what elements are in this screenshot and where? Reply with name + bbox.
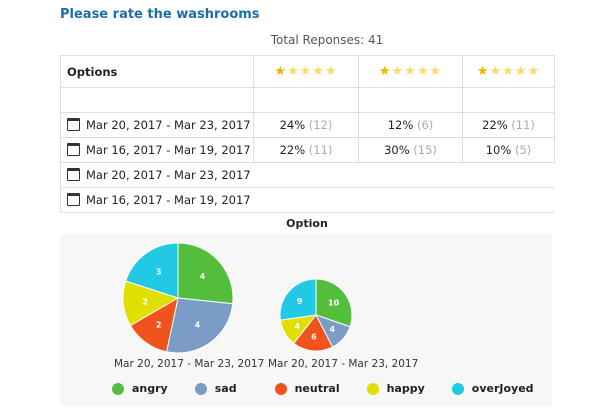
calendar-icon bbox=[67, 168, 80, 181]
pie-data-label: 2 bbox=[156, 321, 162, 330]
table-row: Mar 20, 2017 - Mar 23, 2017 bbox=[60, 162, 555, 188]
pie-caption: Mar 20, 2017 - Mar 23, 2017 bbox=[268, 358, 419, 370]
count: (5) bbox=[514, 143, 532, 157]
count: (15) bbox=[413, 143, 437, 157]
pie-data-label: 4 bbox=[330, 325, 336, 334]
legend-dot bbox=[274, 382, 287, 395]
pie-data-label: 6 bbox=[311, 333, 317, 342]
percent: 12% bbox=[387, 118, 414, 132]
date-range: Mar 20, 2017 - Mar 23, 2017 bbox=[86, 168, 251, 182]
legend-item-sad[interactable]: sad bbox=[194, 382, 237, 395]
legend-label: neutral bbox=[294, 382, 340, 395]
pie-data-label: 4 bbox=[195, 321, 201, 330]
percent: 10% bbox=[485, 143, 512, 157]
percent: 22% bbox=[482, 118, 508, 132]
ratings-table: Options ★★★★★ ★★★★★ ★★★★★ Mar 20, 2017 -… bbox=[60, 55, 555, 213]
legend-label: sad bbox=[214, 382, 237, 395]
date-range: Mar 20, 2017 - Mar 23, 2017 bbox=[86, 118, 251, 132]
legend: angry sad neutral happy overJoyed bbox=[112, 382, 561, 395]
total-responses: Total Reponses: 41 bbox=[270, 33, 384, 47]
legend-item-neutral[interactable]: neutral bbox=[274, 382, 340, 395]
count: (11) bbox=[308, 143, 333, 157]
table-row: Mar 20, 2017 - Mar 23, 2017 24% (12) 12%… bbox=[60, 112, 555, 138]
percent: 22% bbox=[279, 143, 306, 157]
percent: 30% bbox=[384, 143, 410, 157]
star-icon: ★ bbox=[476, 64, 490, 79]
pie-data-label: 4 bbox=[295, 322, 301, 331]
pie-data-label: 10 bbox=[328, 298, 340, 307]
legend-item-overjoyed[interactable]: overJoyed bbox=[451, 382, 534, 395]
calendar-icon bbox=[67, 118, 80, 131]
star-icon: ★ bbox=[274, 64, 288, 79]
pie-data-label: 4 bbox=[200, 272, 206, 281]
legend-dot bbox=[194, 382, 207, 395]
table-row: Mar 16, 2017 - Mar 19, 2017 bbox=[60, 187, 555, 213]
pie-slice-angry[interactable] bbox=[177, 242, 234, 305]
pie-slice-overjoyed[interactable] bbox=[125, 242, 179, 299]
legend-label: angry bbox=[132, 382, 168, 395]
calendar-icon bbox=[67, 143, 80, 156]
date-range: Mar 16, 2017 - Mar 19, 2017 bbox=[86, 193, 251, 207]
legend-item-happy[interactable]: happy bbox=[366, 382, 425, 395]
legend-item-angry[interactable]: angry bbox=[112, 382, 168, 395]
pie-slice-overjoyed[interactable] bbox=[279, 278, 317, 321]
calendar-icon bbox=[67, 193, 80, 206]
legend-dot bbox=[366, 382, 379, 395]
pie-data-label: 2 bbox=[142, 297, 148, 306]
pie-slice-angry[interactable] bbox=[315, 278, 353, 328]
star-icon: ★ bbox=[378, 64, 392, 79]
pie-data-label: 3 bbox=[156, 267, 162, 276]
legend-dot bbox=[112, 382, 124, 395]
percent: 24% bbox=[279, 118, 306, 132]
legend-dot bbox=[451, 382, 464, 395]
pie-slice-neutral[interactable] bbox=[293, 314, 334, 352]
count: (11) bbox=[511, 118, 535, 132]
pie-caption: Mar 20, 2017 - Mar 23, 2017 bbox=[114, 358, 265, 370]
count: (12) bbox=[308, 118, 333, 132]
chart-title: Option bbox=[286, 217, 328, 230]
legend-label: happy bbox=[386, 382, 425, 395]
count: (6) bbox=[416, 118, 434, 132]
legend-label: overJoyed bbox=[471, 382, 534, 395]
pie-slice-sad[interactable] bbox=[165, 297, 234, 354]
date-range: Mar 16, 2017 - Mar 19, 2017 bbox=[86, 143, 251, 157]
pie-data-label: 9 bbox=[297, 297, 303, 306]
page-title: Please rate the washrooms bbox=[60, 7, 260, 22]
